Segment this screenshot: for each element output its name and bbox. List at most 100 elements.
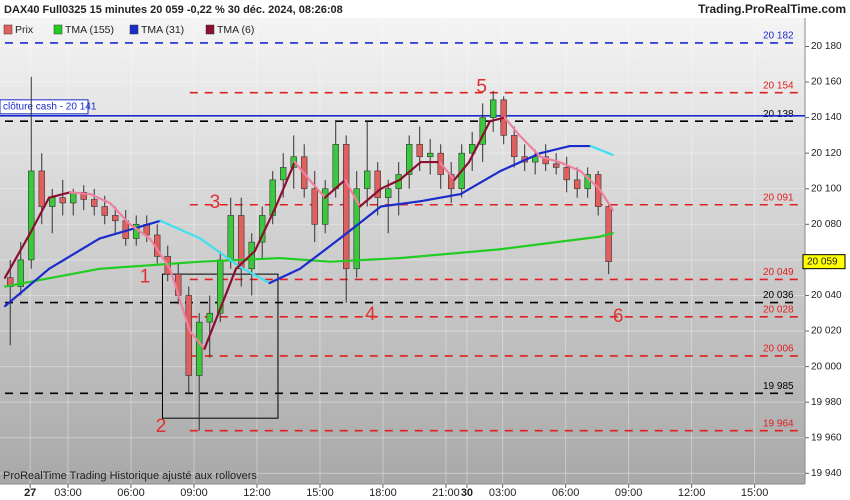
y-tick-label: 20 000: [811, 361, 842, 372]
candle-body: [196, 321, 203, 376]
legend-label: TMA (31): [141, 24, 184, 36]
annotation: 3: [210, 192, 221, 213]
y-tick-label: 20 120: [811, 148, 842, 159]
legend-swatch: [205, 24, 215, 35]
tma-segment: [419, 192, 462, 203]
x-tick-label: 15:00: [741, 487, 769, 499]
candle-body: [542, 156, 549, 165]
candle-body: [374, 170, 381, 198]
candle-body: [332, 143, 339, 190]
candle-body: [17, 259, 24, 287]
candle-body: [385, 188, 392, 198]
x-tick-label: 27: [24, 487, 36, 499]
tma-segment: [398, 248, 502, 260]
candle-body: [406, 143, 413, 175]
candle-body: [364, 170, 371, 190]
tma-segment: [379, 178, 401, 190]
tma-segment: [298, 237, 342, 270]
tma-segment: [253, 205, 277, 253]
tma-segment: [558, 160, 582, 173]
tma-segment: [499, 152, 542, 173]
plot-layer: 20 182 20 154 20 138 20 091 20 049 20 036 20 0…: [0, 18, 805, 484]
x-tick-label: 03:00: [54, 487, 82, 499]
tma-segment: [308, 178, 327, 199]
tma-segment: [499, 235, 601, 251]
x-tick-label: 03:00: [489, 487, 517, 499]
x-tick-label: 09:00: [615, 487, 643, 499]
tma-segment: [239, 265, 271, 285]
tma-segment: [188, 329, 206, 350]
tma-segment: [268, 267, 302, 285]
header-title: DAX40 Full0325 15 minutes 20 059 -0,22 %…: [4, 4, 343, 16]
annotation: 1: [140, 267, 151, 288]
tma-segment: [203, 321, 217, 350]
annotation: 6: [613, 306, 624, 327]
candle-body: [280, 167, 287, 181]
annotation: 4: [365, 304, 376, 325]
candle-body: [311, 188, 318, 225]
tma-segment: [488, 116, 506, 123]
tma-segment: [274, 160, 296, 208]
candle-body: [573, 179, 581, 190]
tma-segment: [213, 267, 238, 324]
cash-close-box: [0, 99, 89, 115]
level-label: 19 964: [763, 418, 794, 429]
tma-segment: [168, 267, 191, 333]
candle-body: [227, 215, 234, 261]
y-tick-label: 20 180: [811, 41, 842, 52]
x-tick-label: 30: [461, 487, 473, 499]
y-tick-label: 20 100: [811, 183, 842, 194]
tma-segment: [579, 169, 601, 190]
tma-segment: [3, 232, 32, 279]
x-tick-label: 12:00: [243, 487, 271, 499]
last-price-label: 20 059: [807, 256, 838, 267]
tma-segment: [234, 249, 256, 270]
tma-segment: [329, 257, 401, 263]
candle-body: [206, 312, 213, 323]
tma-segment: [598, 232, 614, 238]
tma-segment: [3, 267, 51, 308]
legend-label: TMA (155): [65, 24, 114, 36]
tma-segment: [358, 187, 382, 208]
tma-segment: [503, 116, 521, 137]
plot-background: [0, 18, 805, 484]
candle-body: [416, 143, 423, 158]
tma-segment: [518, 134, 542, 158]
tma-segment: [68, 191, 92, 196]
candle-body: [427, 152, 434, 158]
level-label: 20 182: [763, 31, 794, 42]
footer-note: ProRealTime Trading Historique ajusté au…: [3, 470, 257, 482]
annotation: 2: [156, 416, 167, 437]
tma-segment: [199, 257, 282, 263]
tma-segment: [379, 200, 422, 208]
candle-body: [91, 199, 98, 207]
tma-segment: [398, 160, 422, 181]
tma-segment: [293, 160, 311, 181]
tma-segment: [338, 205, 382, 240]
tma-segment: [47, 237, 101, 270]
level-label: 20 154: [763, 80, 794, 91]
candle-body: [70, 192, 77, 204]
tma-segment: [539, 155, 561, 164]
tma-segment: [98, 260, 202, 270]
candle-body: [510, 135, 518, 158]
candle-body: [28, 170, 35, 261]
candle-body: [59, 197, 66, 204]
y-tick-label: 20 080: [811, 219, 842, 230]
tma-segment: [29, 196, 51, 235]
level-label: 20 006: [763, 344, 794, 355]
tma-segment: [459, 169, 502, 196]
axis-background: [0, 484, 805, 500]
tma-segment: [148, 237, 172, 270]
candle-body: [531, 156, 539, 163]
tma-segment: [199, 237, 242, 269]
legend-label: Prix: [15, 24, 34, 36]
x-tick-label: 06:00: [117, 487, 145, 499]
candle-body: [112, 215, 119, 222]
x-tick-label: 12:00: [678, 487, 706, 499]
y-tick-label: 19 940: [811, 468, 842, 479]
level-label: 19 985: [763, 381, 794, 392]
legend-swatch: [3, 24, 13, 35]
tma-segment: [47, 191, 72, 199]
